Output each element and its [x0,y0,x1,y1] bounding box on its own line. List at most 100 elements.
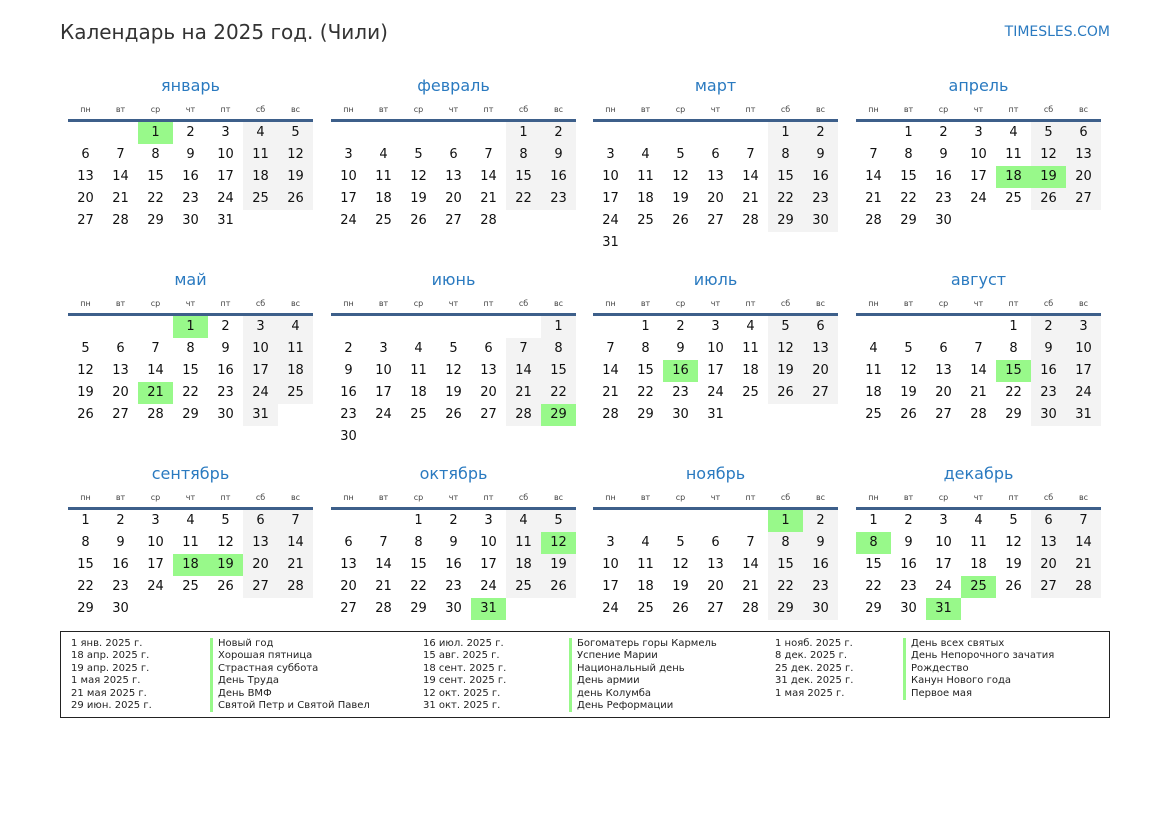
day-cell[interactable]: 28 [602,407,619,422]
day-cell[interactable]: 10 [480,535,497,550]
day-cell[interactable]: 12 [410,169,427,184]
day-cell[interactable]: 24 [602,213,619,228]
day-cell[interactable]: 22 [865,579,882,594]
day-cell[interactable]: 15 [77,557,94,572]
day-cell[interactable]: 13 [803,338,838,360]
day-cell[interactable]: 12 [1005,535,1022,550]
day-cell[interactable]: 4 [641,535,650,550]
day-cell[interactable]: 28 [970,407,987,422]
day-cell[interactable]: 31 [217,213,234,228]
day-cell[interactable]: 17 [243,360,278,382]
day-cell[interactable]: 1 [173,316,208,338]
day-cell[interactable]: 17 [1066,360,1101,382]
day-cell[interactable]: 1 [541,316,576,338]
day-cell[interactable]: 23 [541,188,576,210]
day-cell[interactable]: 3 [1066,316,1101,338]
day-cell[interactable]: 26 [278,188,313,210]
day-cell[interactable]: 24 [243,382,278,404]
day-cell[interactable]: 25 [278,382,313,404]
day-cell[interactable]: 22 [182,385,199,400]
day-cell[interactable]: 24 [147,579,164,594]
day-cell[interactable]: 20 [243,554,278,576]
day-cell[interactable]: 30 [803,598,838,620]
day-cell[interactable]: 10 [602,557,619,572]
day-cell[interactable]: 18 [742,363,759,378]
day-cell[interactable]: 27 [935,407,952,422]
day-cell[interactable]: 15 [996,360,1031,382]
day-cell[interactable]: 18 [410,385,427,400]
day-cell[interactable]: 24 [375,407,392,422]
day-cell[interactable]: 22 [147,191,164,206]
day-cell[interactable]: 11 [637,169,654,184]
day-cell[interactable]: 11 [506,532,541,554]
day-cell[interactable]: 25 [506,576,541,598]
day-cell[interactable]: 15 [506,166,541,188]
day-cell[interactable]: 20 [445,191,462,206]
day-cell[interactable]: 14 [742,557,759,572]
day-cell[interactable]: 13 [445,169,462,184]
day-cell[interactable]: 22 [541,382,576,404]
day-cell[interactable]: 31 [926,598,961,620]
day-cell[interactable]: 27 [803,382,838,404]
day-cell[interactable]: 25 [637,601,654,616]
day-cell[interactable]: 21 [865,191,882,206]
day-cell[interactable]: 1 [506,122,541,144]
day-cell[interactable]: 17 [340,191,357,206]
day-cell[interactable]: 13 [243,532,278,554]
day-cell[interactable]: 19 [768,360,803,382]
day-cell[interactable]: 1 [768,510,803,532]
day-cell[interactable]: 15 [410,557,427,572]
day-cell[interactable]: 8 [904,147,913,162]
day-cell[interactable]: 12 [768,338,803,360]
day-cell[interactable]: 13 [935,363,952,378]
day-cell[interactable]: 31 [1066,404,1101,426]
day-cell[interactable]: 1 [414,513,423,528]
day-cell[interactable]: 27 [112,407,129,422]
day-cell[interactable]: 12 [672,169,689,184]
day-cell[interactable]: 14 [1066,532,1101,554]
day-cell[interactable]: 13 [480,363,497,378]
day-cell[interactable]: 3 [484,513,493,528]
day-cell[interactable]: 15 [147,169,164,184]
day-cell[interactable]: 27 [1066,188,1101,210]
day-cell[interactable]: 26 [672,213,689,228]
day-cell[interactable]: 16 [445,557,462,572]
day-cell[interactable]: 16 [900,557,917,572]
day-cell[interactable]: 29 [1005,407,1022,422]
day-cell[interactable]: 6 [116,341,125,356]
day-cell[interactable]: 1 [81,513,90,528]
day-cell[interactable]: 7 [484,147,493,162]
day-cell[interactable]: 20 [340,579,357,594]
day-cell[interactable]: 26 [77,407,94,422]
day-cell[interactable]: 25 [865,407,882,422]
day-cell[interactable]: 27 [340,601,357,616]
day-cell[interactable]: 17 [480,557,497,572]
day-cell[interactable]: 8 [414,535,423,550]
day-cell[interactable]: 5 [676,147,685,162]
day-cell[interactable]: 12 [445,363,462,378]
day-cell[interactable]: 18 [173,554,208,576]
day-cell[interactable]: 3 [939,513,948,528]
day-cell[interactable]: 2 [939,125,948,140]
day-cell[interactable]: 29 [865,601,882,616]
day-cell[interactable]: 31 [243,404,278,426]
day-cell[interactable]: 18 [970,557,987,572]
day-cell[interactable]: 22 [768,188,803,210]
day-cell[interactable]: 19 [208,554,243,576]
day-cell[interactable]: 6 [1031,510,1066,532]
day-cell[interactable]: 5 [676,535,685,550]
day-cell[interactable]: 23 [803,188,838,210]
day-cell[interactable]: 27 [707,601,724,616]
day-cell[interactable]: 1 [768,122,803,144]
day-cell[interactable]: 25 [375,213,392,228]
day-cell[interactable]: 30 [340,429,357,444]
day-cell[interactable]: 25 [182,579,199,594]
day-cell[interactable]: 23 [217,385,234,400]
day-cell[interactable]: 3 [606,535,615,550]
day-cell[interactable]: 13 [340,557,357,572]
day-cell[interactable]: 13 [707,557,724,572]
day-cell[interactable]: 12 [217,535,234,550]
day-cell[interactable]: 11 [1005,147,1022,162]
day-cell[interactable]: 20 [480,385,497,400]
day-cell[interactable]: 15 [541,360,576,382]
